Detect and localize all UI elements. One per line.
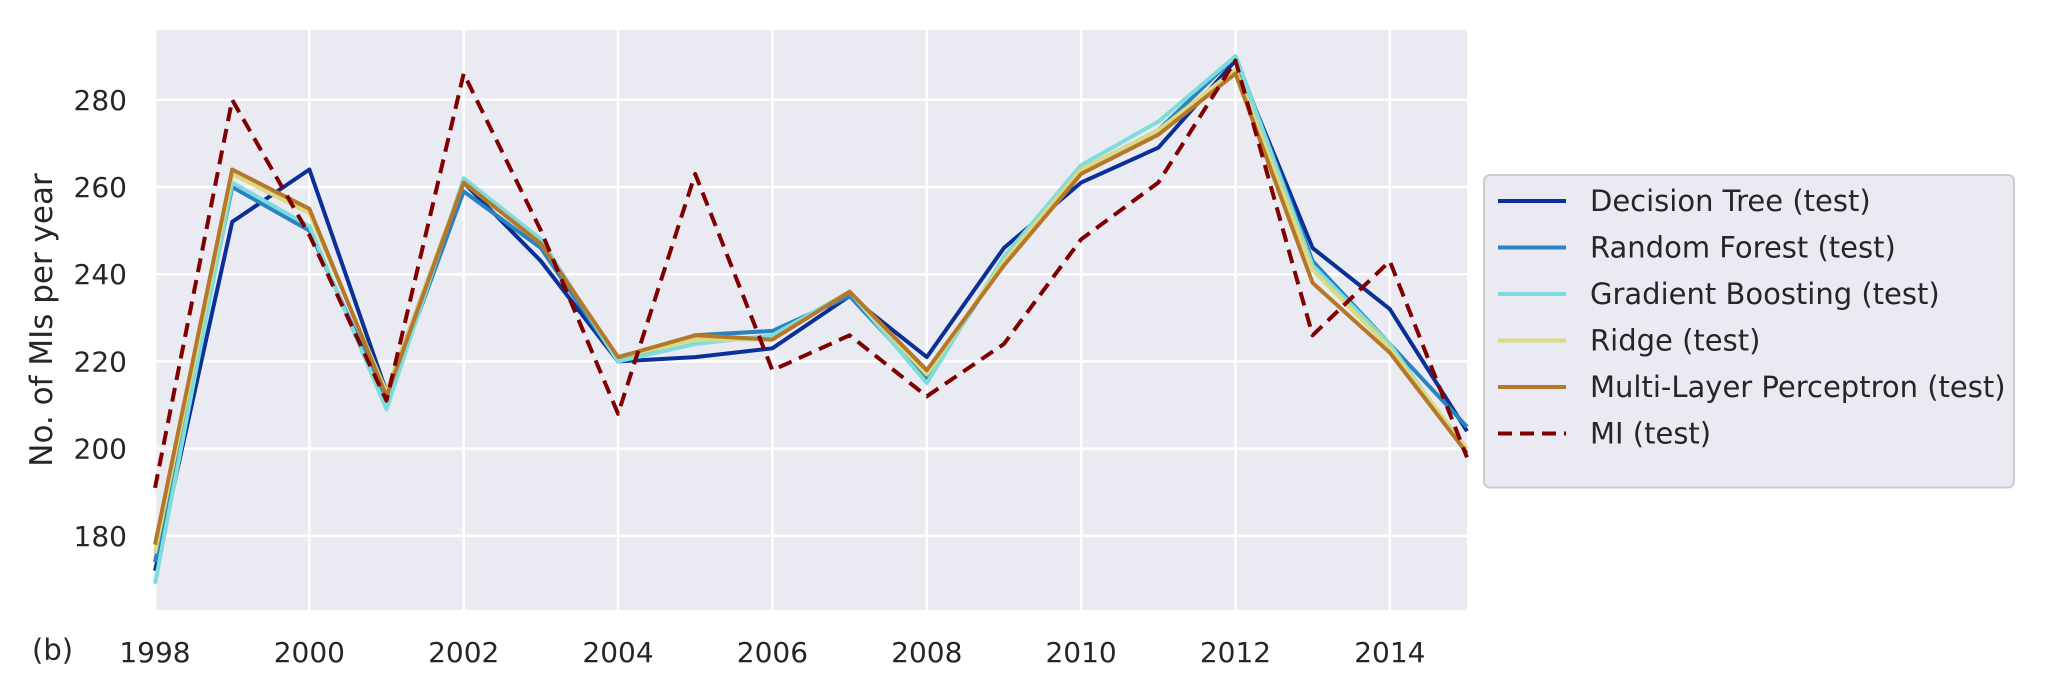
legend-label: Gradient Boosting (test) — [1590, 277, 1940, 311]
y-tick-label: 240 — [74, 258, 127, 291]
x-tick-label: 2000 — [274, 636, 345, 669]
legend-label: Random Forest (test) — [1590, 231, 1896, 265]
legend: Decision Tree (test) Random Forest (test)… — [1483, 174, 2015, 489]
y-tick-label: 280 — [74, 84, 127, 117]
x-tick-labels: 1998 2000 2002 2004 2006 2008 2010 2012 2014 — [119, 636, 1425, 669]
x-tick-label: 2002 — [428, 636, 499, 669]
x-tick-label: 2006 — [737, 636, 808, 669]
panel-label: (b) — [32, 633, 73, 667]
grid — [153, 30, 1467, 610]
series-lines — [153, 54, 1469, 585]
x-tick-label: 2010 — [1045, 636, 1116, 669]
x-tick-label: 2012 — [1200, 636, 1271, 669]
y-tick-label: 200 — [74, 433, 127, 466]
legend-label: Ridge (test) — [1590, 324, 1760, 358]
series-line — [153, 58, 1469, 489]
legend-label: MI (test) — [1590, 417, 1711, 451]
legend-box — [1483, 174, 2015, 489]
y-tick-labels: 180 200 220 240 260 280 — [74, 84, 127, 553]
y-tick-label: 180 — [74, 520, 127, 553]
x-tick-label: 2008 — [891, 636, 962, 669]
y-tick-label: 220 — [74, 345, 127, 378]
y-tick-label: 260 — [74, 171, 127, 204]
x-tick-label: 1998 — [119, 636, 190, 669]
x-tick-label: 2004 — [582, 636, 653, 669]
y-axis-label: No. of MIs per year — [24, 173, 60, 467]
legend-label: Multi-Layer Perceptron (test) — [1590, 370, 2006, 404]
x-tick-label: 2014 — [1354, 636, 1425, 669]
legend-label: Decision Tree (test) — [1590, 184, 1871, 218]
